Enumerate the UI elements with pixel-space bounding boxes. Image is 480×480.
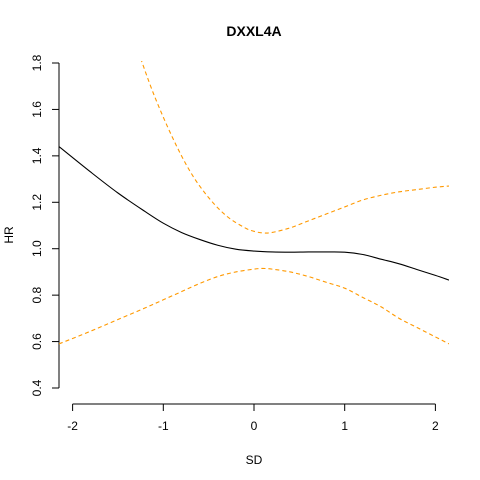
x-tick-label: 0 bbox=[251, 419, 258, 433]
series-line-upper-ci bbox=[141, 58, 449, 233]
x-axis: -2 -1 0 1 2 bbox=[67, 404, 439, 433]
y-tick-label: 1.0 bbox=[30, 240, 44, 257]
y-tick-label: 1.4 bbox=[30, 147, 44, 164]
x-axis-label: SD bbox=[246, 453, 263, 467]
y-axis: 0.4 0.6 0.8 1.0 1.2 1.4 1.6 1.8 bbox=[30, 54, 59, 396]
x-tick-label: 1 bbox=[341, 419, 348, 433]
plot-lines bbox=[59, 58, 449, 344]
x-tick-label: -2 bbox=[67, 419, 78, 433]
y-tick-label: 1.2 bbox=[30, 194, 44, 211]
y-tick-label: 0.4 bbox=[30, 379, 44, 396]
series-line-lower-ci bbox=[59, 268, 449, 343]
chart-title: DXXL4A bbox=[226, 23, 281, 39]
y-tick-label: 0.6 bbox=[30, 333, 44, 350]
x-tick-label: 2 bbox=[432, 419, 439, 433]
x-tick-label: -1 bbox=[158, 419, 169, 433]
y-axis-label: HR bbox=[2, 226, 16, 244]
series-line-estimate bbox=[59, 147, 449, 280]
y-tick-label: 0.8 bbox=[30, 286, 44, 303]
y-tick-label: 1.8 bbox=[30, 54, 44, 71]
y-tick-label: 1.6 bbox=[30, 101, 44, 118]
